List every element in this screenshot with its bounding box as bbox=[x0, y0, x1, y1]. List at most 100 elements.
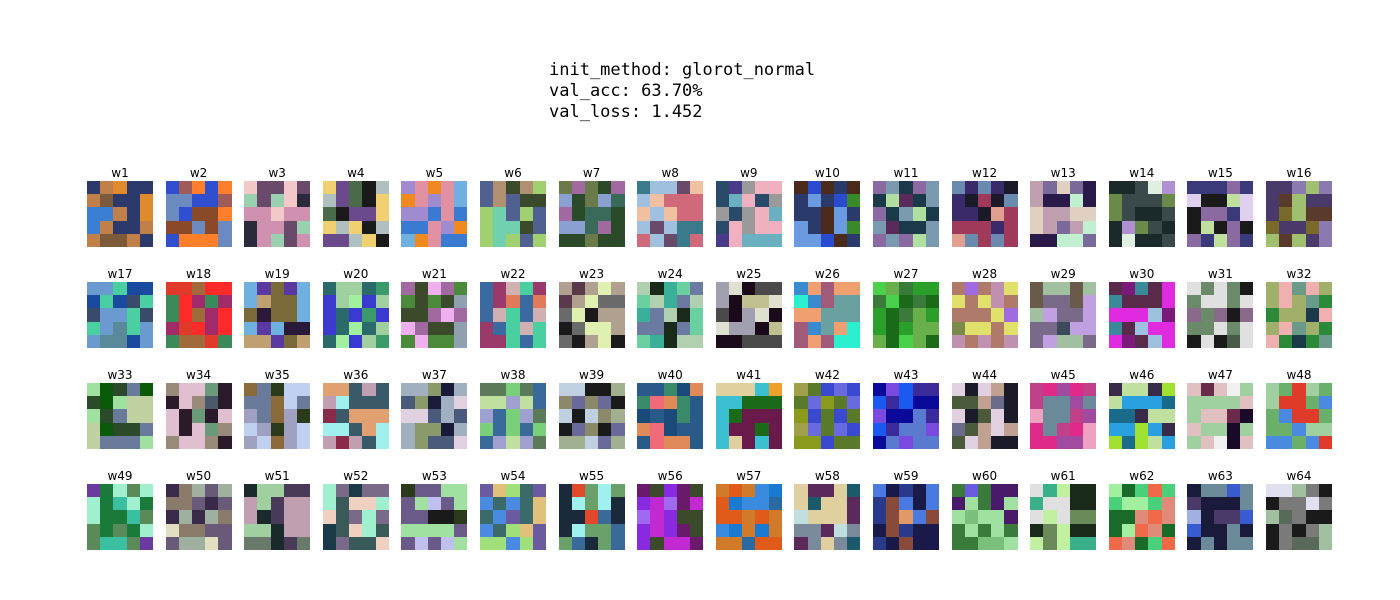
weight-pixel bbox=[728, 194, 743, 208]
weight-pixel bbox=[1187, 295, 1201, 309]
weight-pixel bbox=[1121, 383, 1136, 397]
weight-tile: w32 bbox=[1266, 267, 1332, 348]
weight-filter-image bbox=[1108, 282, 1175, 348]
weight-pixel bbox=[1069, 308, 1083, 322]
weight-tile: w43 bbox=[873, 368, 939, 449]
weight-pixel bbox=[414, 321, 428, 335]
weight-pixel bbox=[558, 220, 572, 234]
weight-pixel bbox=[1108, 383, 1122, 397]
weight-pixel bbox=[322, 523, 336, 537]
weight-pixel bbox=[257, 510, 271, 524]
weight-pixel bbox=[1292, 334, 1306, 348]
weight-pixel bbox=[1161, 497, 1175, 511]
weight-pixel bbox=[912, 396, 926, 410]
weight-pixel bbox=[506, 220, 520, 234]
weight-pixel bbox=[1148, 510, 1162, 524]
weight-filter-image bbox=[873, 383, 939, 449]
weight-pixel bbox=[257, 484, 271, 498]
weight-pixel bbox=[558, 321, 572, 335]
weight-pixel bbox=[1305, 422, 1319, 436]
weight-pixel bbox=[873, 295, 887, 309]
weight-pixel bbox=[1318, 536, 1332, 550]
weight-pixel bbox=[1279, 321, 1293, 335]
weight-pixel bbox=[322, 207, 336, 221]
weight-pixel bbox=[506, 295, 520, 309]
weight-pixel bbox=[454, 422, 468, 436]
weight-pixel bbox=[1082, 396, 1097, 410]
weight-pixel bbox=[257, 523, 271, 537]
weight-pixel bbox=[506, 308, 520, 322]
weight-pixel bbox=[454, 383, 468, 397]
weight-pixel bbox=[1056, 484, 1070, 498]
weight-pixel bbox=[296, 207, 311, 221]
weight-pixel bbox=[558, 510, 572, 524]
weight-pixel bbox=[178, 194, 192, 208]
weight-pixel bbox=[139, 409, 153, 423]
weight-pixel bbox=[847, 233, 861, 247]
weight-pixel bbox=[283, 422, 297, 436]
weight-label: w22 bbox=[500, 267, 526, 281]
weight-pixel bbox=[598, 282, 612, 296]
weight-pixel bbox=[1226, 383, 1241, 397]
weight-pixel bbox=[493, 422, 507, 436]
weight-pixel bbox=[335, 422, 350, 436]
weight-pixel bbox=[807, 308, 821, 322]
weight-label: w32 bbox=[1286, 267, 1312, 281]
val-loss-text: val_loss: 1.452 bbox=[549, 102, 703, 122]
weight-pixel bbox=[1148, 207, 1162, 221]
weight-pixel bbox=[519, 295, 533, 309]
weight-pixel bbox=[1108, 233, 1122, 247]
weight-pixel bbox=[886, 220, 900, 234]
weight-pixel bbox=[218, 523, 232, 537]
weight-pixel bbox=[742, 321, 756, 335]
weight-pixel bbox=[1056, 321, 1070, 335]
weight-pixel bbox=[1030, 194, 1044, 208]
weight-label: w46 bbox=[1129, 368, 1155, 382]
weight-pixel bbox=[427, 233, 441, 247]
weight-label: w37 bbox=[421, 368, 447, 382]
weight-pixel bbox=[414, 396, 428, 410]
weight-label: w5 bbox=[425, 166, 444, 180]
weight-pixel bbox=[506, 422, 520, 436]
weight-pixel bbox=[257, 233, 271, 247]
weight-pixel bbox=[794, 497, 808, 511]
weight-pixel bbox=[218, 282, 232, 296]
weight-filter-image bbox=[165, 484, 232, 550]
weight-pixel bbox=[493, 523, 507, 537]
weight-pixel bbox=[493, 282, 507, 296]
weight-pixel bbox=[427, 181, 441, 195]
weight-pixel bbox=[873, 422, 887, 436]
weight-pixel bbox=[820, 181, 834, 195]
weight-pixel bbox=[296, 396, 311, 410]
weight-pixel bbox=[519, 181, 533, 195]
weight-pixel bbox=[349, 220, 363, 234]
weight-label: w35 bbox=[264, 368, 290, 382]
weight-pixel bbox=[414, 422, 428, 436]
weight-tile: w30 bbox=[1108, 267, 1175, 348]
weight-pixel bbox=[977, 396, 992, 410]
weight-pixel bbox=[663, 321, 677, 335]
weight-pixel bbox=[1043, 536, 1057, 550]
weight-pixel bbox=[768, 422, 782, 436]
weight-pixel bbox=[768, 181, 782, 195]
weight-pixel bbox=[558, 497, 572, 511]
weight-pixel bbox=[126, 295, 140, 309]
weight-pixel bbox=[1305, 383, 1319, 397]
weight-pixel bbox=[427, 497, 441, 511]
weight-pixel bbox=[335, 396, 350, 410]
weight-pixel bbox=[244, 308, 258, 322]
weight-pixel bbox=[1187, 321, 1201, 335]
weight-pixel bbox=[650, 308, 664, 322]
weight-pixel bbox=[964, 207, 978, 221]
weight-pixel bbox=[807, 435, 821, 449]
weight-pixel bbox=[742, 536, 756, 550]
weight-pixel bbox=[519, 383, 533, 397]
weight-pixel bbox=[191, 497, 206, 511]
weight-pixel bbox=[1266, 321, 1280, 335]
weight-pixel bbox=[1043, 220, 1057, 234]
weight-pixel bbox=[991, 435, 1005, 449]
weight-pixel bbox=[322, 409, 336, 423]
weight-pixel bbox=[165, 409, 179, 423]
weight-pixel bbox=[87, 220, 101, 234]
weight-tile: w49 bbox=[87, 469, 153, 550]
